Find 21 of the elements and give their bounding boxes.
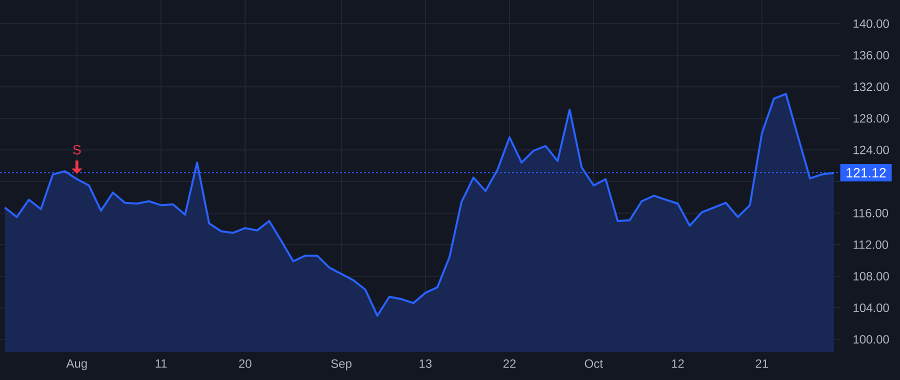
y-tick-label: 132.00 [854,82,889,92]
x-tick-label: Oct [584,359,603,368]
x-tick-label: 21 [756,359,768,368]
x-tick-label: 22 [503,359,516,368]
x-tick-label: 11 [156,359,167,368]
y-tick-label: 104.00 [854,304,889,312]
y-tick-label: 124.00 [854,146,889,154]
annotation: S [73,145,81,154]
y-tick-label: 140.00 [854,19,889,28]
y-tick-label: 116.00 [854,208,888,218]
y-tick-label: 136.00 [854,50,889,60]
y-tick-label: 108.00 [854,272,889,280]
y-tick-label: 128.00 [854,114,889,123]
x-tick-label: Sep [331,359,352,370]
y-tick-label: 112.00 [854,240,888,249]
x-tick-label: 20 [239,359,252,368]
x-tick-label: Aug [66,359,87,370]
x-tick-label: 13 [420,359,432,368]
y-tick-label: 100.00 [854,335,889,344]
ref-line-label: 121.12 [846,168,886,178]
x-tick-label: 12 [672,359,684,368]
